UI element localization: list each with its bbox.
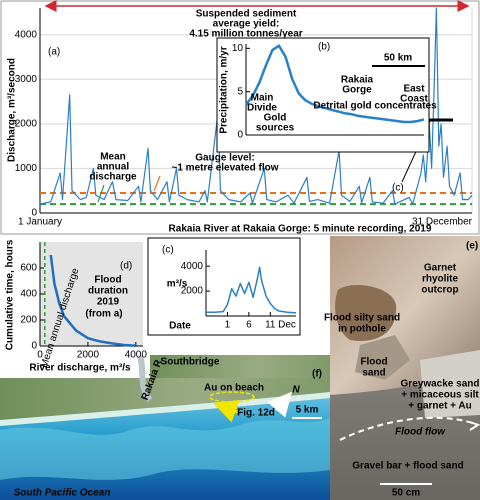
annotation: Rakaia	[341, 75, 374, 86]
photo-label: Au on beach	[204, 383, 264, 394]
photo-f	[0, 354, 330, 500]
chart-title: 2019	[97, 297, 120, 308]
y-tick-label: 4000	[181, 261, 204, 272]
photo-label: South Pacific Ocean	[14, 488, 111, 499]
annotation: sources	[256, 123, 295, 134]
x-tick-label: 1 January	[18, 217, 62, 228]
y-tick-label: 0	[31, 341, 37, 352]
y-tick-label: 200	[20, 315, 37, 326]
x-axis-label: River discharge, m³/s	[29, 363, 131, 374]
x-tick-label: 2000	[77, 350, 100, 361]
panel-label: (b)	[318, 42, 330, 53]
x-tick-label: 31 December	[412, 217, 473, 228]
photo-label: N	[292, 385, 300, 396]
photo-label: rhyolite	[422, 274, 459, 285]
photo-label: 50 cm	[392, 488, 420, 499]
x-axis-label: Rakaia River at Rakaia Gorge: 5 minute r…	[169, 224, 432, 235]
photo-label: Southbridge	[161, 357, 220, 368]
chart-subtitle: (from a)	[85, 309, 122, 320]
annotation: 4.15 million tonnes/year	[189, 29, 302, 40]
reference-label: discharge	[89, 172, 137, 183]
data-line	[49, 254, 136, 347]
x-tick-label: 1	[225, 320, 231, 331]
annotation: Divide	[247, 103, 277, 114]
photo-label: Flood	[360, 357, 387, 368]
photo-label: Fig. 12d	[237, 408, 275, 419]
y-tick-label: 5	[237, 86, 243, 97]
photo-label: in pothole	[338, 324, 386, 335]
y-tick-label: 3000	[15, 74, 38, 85]
panel-label: (e)	[466, 241, 478, 252]
photo-label: Flood flow	[395, 427, 446, 438]
photo-e	[330, 236, 480, 500]
photo-label: + micaceous silt	[401, 390, 479, 401]
annotation: Main	[251, 93, 274, 104]
annotation: Gorge	[342, 85, 372, 96]
y-tick-label: 2000	[181, 286, 204, 297]
panel-label: (f)	[312, 369, 322, 380]
y-tick-label: 2000	[15, 119, 38, 130]
label-pointer	[153, 175, 161, 192]
x-tick-label: 6	[246, 320, 252, 331]
reference-label: Mean	[100, 152, 126, 163]
annotation: East	[403, 84, 425, 95]
y-tick-label: 4000	[15, 29, 38, 40]
annotation: Gold	[264, 113, 287, 124]
y-tick-label: 400	[20, 289, 37, 300]
x-unit-label: Dec	[278, 320, 296, 331]
y-tick-label: 0	[237, 130, 243, 141]
photo-label: + garnet + Au	[408, 401, 472, 412]
photo-label: 5 km	[296, 405, 319, 416]
x-tick-label: 4000	[125, 350, 148, 361]
reference-label: Gauge level:	[195, 153, 254, 164]
y-tick-label: 1000	[15, 163, 38, 174]
photo-label: Greywacke sand	[401, 379, 480, 390]
photo-label: sand	[362, 368, 385, 379]
chart-title: duration	[88, 286, 128, 297]
photo-label: outcrop	[421, 285, 458, 296]
scale-bar-label: 50 km	[384, 53, 412, 64]
inset-frame	[147, 237, 301, 336]
annotation: Detrital gold concentrates	[313, 101, 437, 112]
data-line	[206, 266, 297, 314]
x-axis-label: Date	[169, 321, 191, 332]
y-axis-label: Discharge, m³/second	[7, 58, 18, 162]
photo-label: Flood silty sand	[324, 313, 400, 324]
annotation: Coast	[400, 94, 428, 105]
panel-label: (c)	[162, 245, 174, 256]
data-line	[245, 44, 425, 124]
photo-label: Garnet	[424, 263, 457, 274]
annotation: Suspended sediment	[196, 9, 297, 20]
y-tick-label: 10	[232, 43, 244, 54]
y-axis-label: m³/s	[167, 279, 188, 290]
data-line	[39, 7, 473, 205]
x-tick-label: 11	[265, 320, 276, 331]
y-axis-label: Precipitation, m/yr	[219, 46, 230, 133]
chart-title: Flood	[94, 275, 121, 286]
reference-label: annual	[97, 162, 129, 173]
y-tick-label: 600	[20, 263, 37, 274]
x-tick-label: 0	[37, 350, 43, 361]
panel-label: (a)	[48, 47, 60, 58]
y-axis-label: Cumulative time, hours	[5, 239, 16, 350]
inset-pointer: (c)	[392, 183, 404, 194]
panel-label: (d)	[120, 261, 132, 272]
label-pointer	[97, 184, 105, 203]
reference-label: ~1 metre elevated flow	[172, 163, 279, 174]
annotation: average yield:	[213, 19, 280, 30]
y-tick-label: 0	[31, 208, 37, 219]
photo-label: Gravel bar + flood sand	[352, 461, 463, 472]
